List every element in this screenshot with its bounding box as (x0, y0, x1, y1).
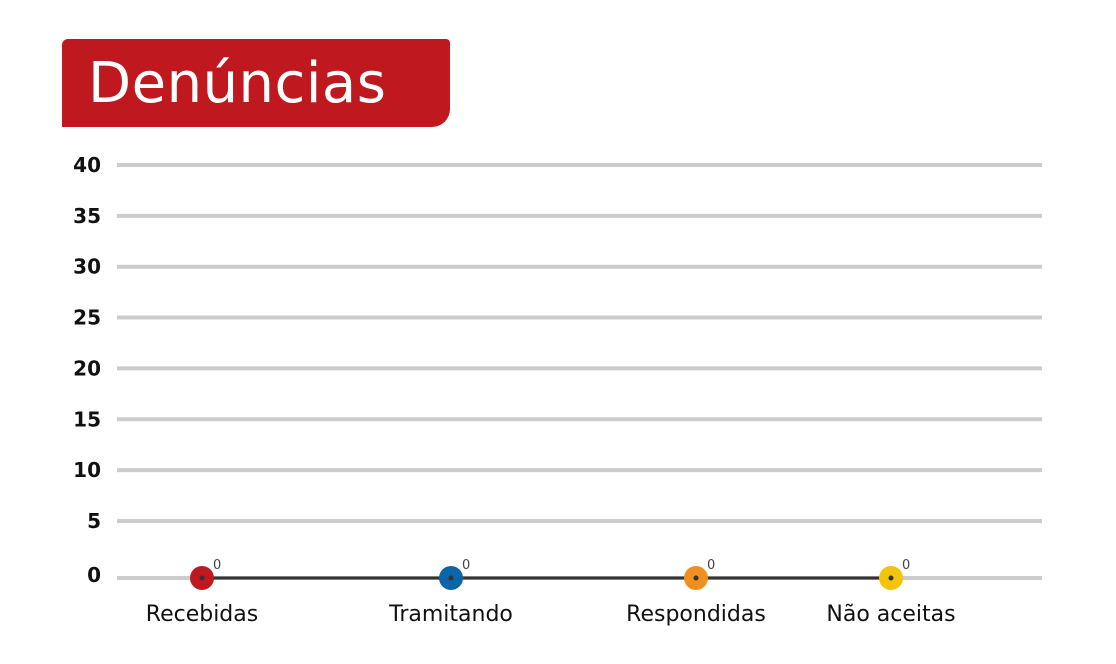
data-point-center (693, 575, 699, 581)
chart-title: Denúncias (88, 51, 387, 116)
y-tick-label: 40 (73, 153, 101, 177)
x-category-label: Não aceitas (826, 602, 955, 627)
y-tick-label: 20 (73, 356, 101, 380)
y-tick-label: 35 (73, 204, 101, 228)
y-tick-label: 10 (73, 458, 101, 482)
data-point-center (199, 575, 205, 581)
data-label: 0 (213, 558, 221, 573)
chart-title-banner: Denúncias (62, 39, 450, 127)
data-label: 0 (902, 558, 910, 573)
data-point-center (888, 575, 894, 581)
x-category-label: Tramitando (388, 602, 513, 627)
data-label: 0 (707, 558, 715, 573)
y-tick-label: 30 (73, 255, 101, 279)
x-category-label: Respondidas (626, 602, 766, 627)
data-label: 0 (462, 558, 470, 573)
data-point-center (448, 575, 454, 581)
x-category-label: Recebidas (146, 602, 258, 627)
y-tick-label: 25 (73, 306, 101, 330)
y-tick-label: 15 (73, 407, 101, 431)
y-tick-label: 0 (87, 563, 101, 587)
y-tick-label: 5 (87, 509, 101, 533)
